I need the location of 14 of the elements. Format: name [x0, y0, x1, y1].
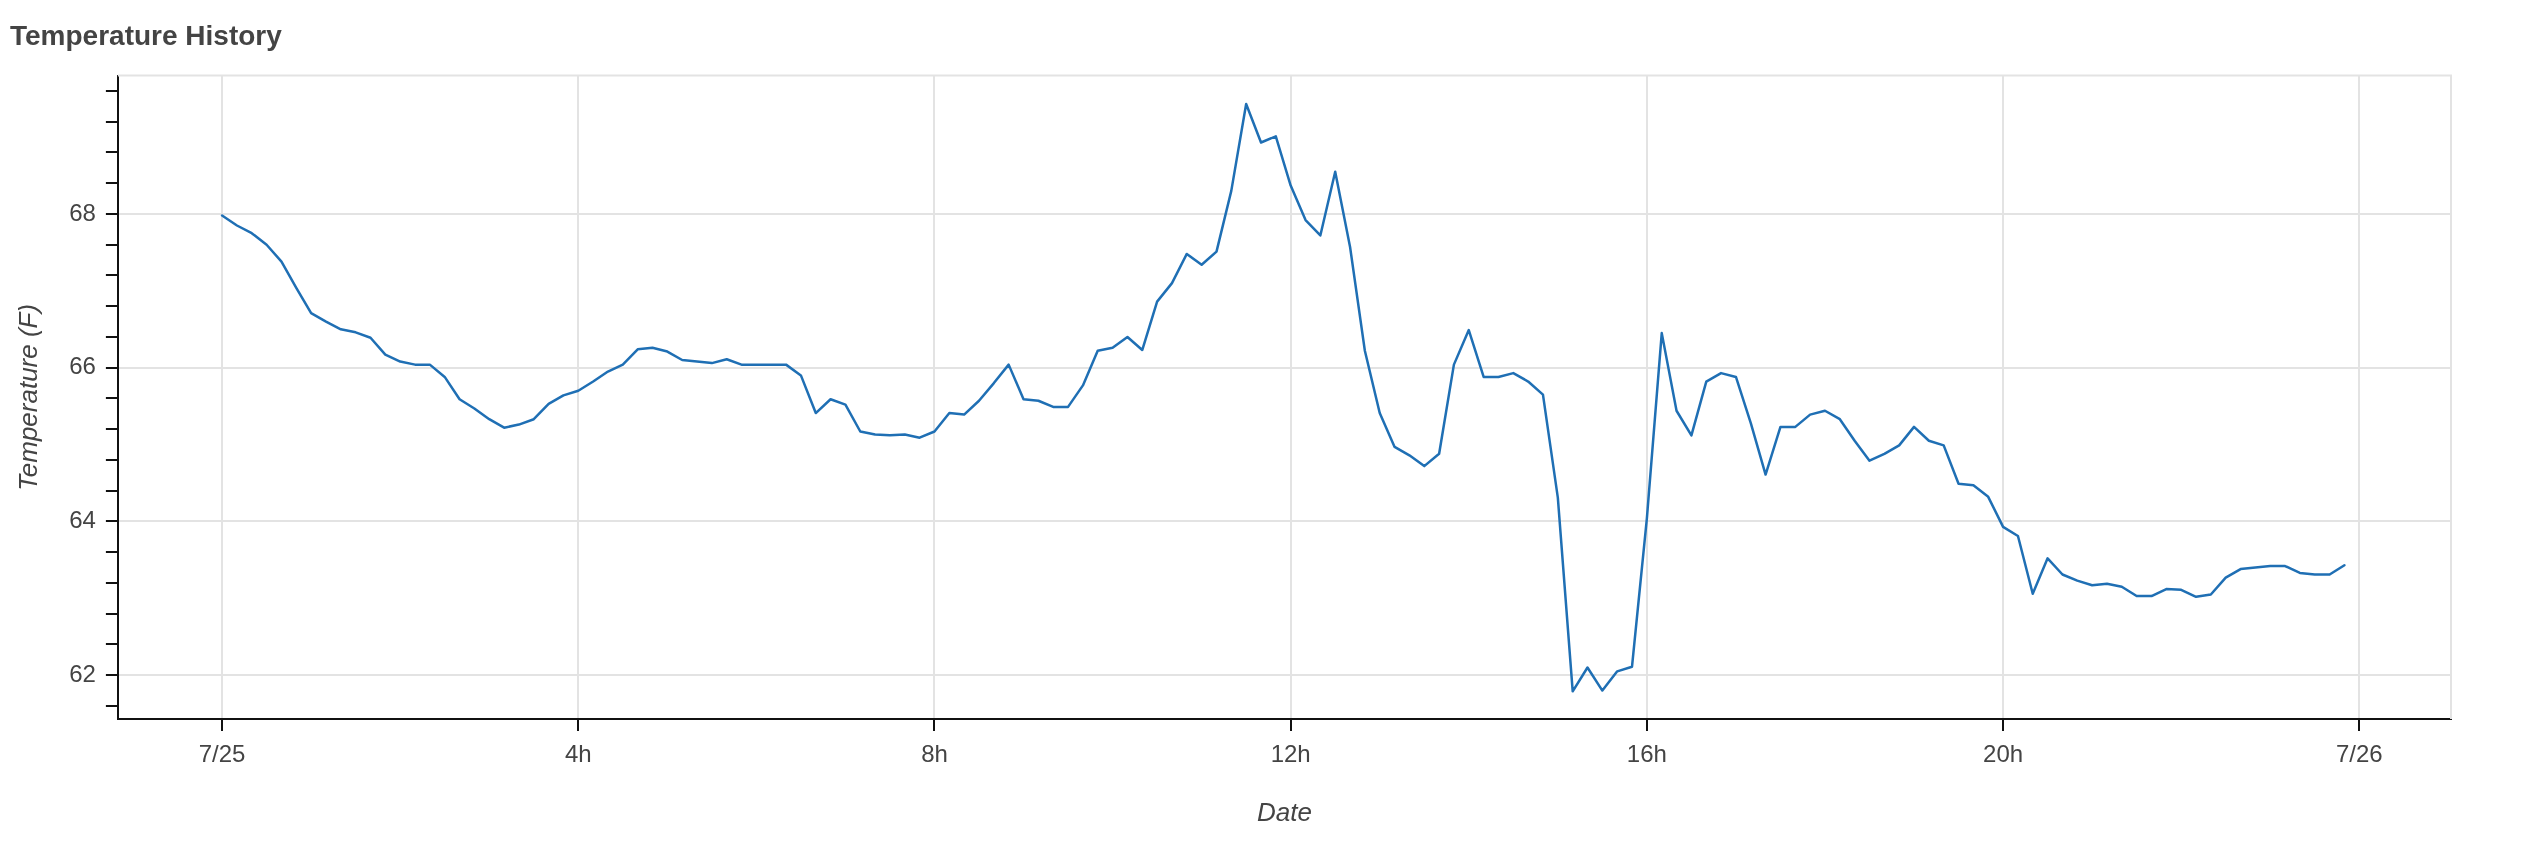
- x-tick-label: 4h: [564, 740, 592, 768]
- x-tick-label: 20h: [1983, 740, 2024, 768]
- x-tick-label: 8h: [921, 740, 948, 768]
- y-tick-label: 66: [69, 352, 96, 380]
- x-tick-label: 7/26: [2335, 740, 2383, 768]
- y-tick-label: 64: [69, 506, 96, 534]
- y-tick-label: 68: [69, 198, 96, 226]
- chart-title: Temperature History: [10, 19, 283, 51]
- y-tick-label: 62: [69, 659, 96, 687]
- x-tick-label: 16h: [1626, 740, 1667, 768]
- x-tick-label: 12h: [1270, 740, 1311, 768]
- y-axis-title: Temperature (F): [12, 303, 43, 491]
- x-tick-label: 7/25: [198, 740, 246, 768]
- x-axis-title: Date: [1256, 796, 1312, 827]
